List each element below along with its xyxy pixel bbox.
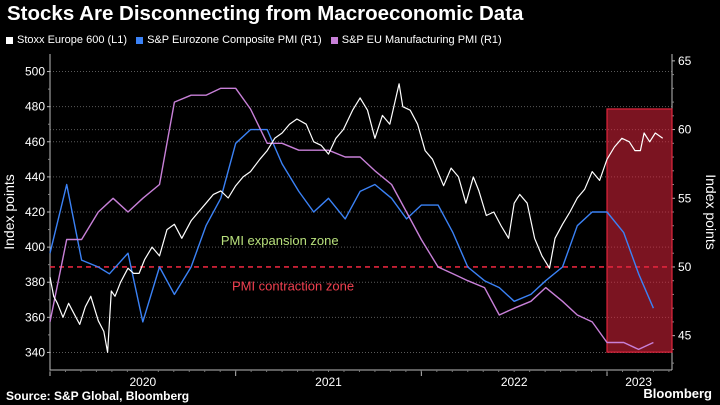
x-tick-label: 2021 — [315, 375, 342, 389]
legend-item-manufacturing-pmi: S&P EU Manufacturing PMI (R1) — [330, 34, 502, 46]
x-tick-label: 2020 — [129, 375, 156, 389]
legend: Stoxx Europe 600 (L1) S&P Eurozone Compo… — [6, 34, 502, 46]
legend-label-stoxx: Stoxx Europe 600 (L1) — [17, 34, 128, 46]
manufacturing-pmi-line — [49, 87, 654, 351]
legend-item-composite-pmi: S&P Eurozone Composite PMI (R1) — [136, 34, 322, 46]
right-tick-label: 50 — [678, 260, 692, 274]
legend-swatch-manufacturing-pmi — [330, 36, 338, 44]
right-tick-label: 60 — [678, 123, 692, 137]
composite-pmi-line — [49, 128, 655, 323]
right-tick-label: 55 — [678, 191, 692, 205]
legend-label-manufacturing-pmi: S&P EU Manufacturing PMI (R1) — [341, 34, 502, 46]
bloomberg-logo: Bloomberg — [643, 386, 712, 401]
legend-label-composite-pmi: S&P Eurozone Composite PMI (R1) — [147, 34, 322, 46]
legend-swatch-stoxx — [6, 36, 13, 44]
left-tick-label: 420 — [25, 205, 45, 219]
left-tick-label: 380 — [25, 275, 45, 289]
stoxx-line — [49, 83, 664, 353]
left-tick-label: 360 — [25, 310, 45, 324]
left-tick-label: 480 — [25, 100, 45, 114]
source-note: Source: S&P Global, Bloomberg — [6, 389, 190, 403]
legend-swatch-composite-pmi — [136, 36, 144, 44]
right-axis-title: Index points — [703, 174, 719, 250]
right-tick-label: 65 — [678, 54, 692, 68]
left-tick-label: 440 — [25, 170, 45, 184]
annotation-expansion: PMI expansion zone — [221, 233, 339, 248]
annotation-contraction: PMI contraction zone — [232, 278, 354, 293]
x-tick-label: 2023 — [625, 375, 652, 389]
legend-item-stoxx: Stoxx Europe 600 (L1) — [6, 34, 127, 46]
left-tick-label: 460 — [25, 135, 45, 149]
right-tick-label: 45 — [678, 329, 692, 343]
x-tick-label: 2022 — [501, 375, 528, 389]
chart-title: Stocks Are Disconnecting from Macroecono… — [7, 2, 524, 25]
left-axis-title: Index points — [1, 174, 17, 250]
left-tick-label: 500 — [25, 65, 45, 79]
highlight-box — [606, 108, 673, 353]
left-tick-label: 340 — [25, 345, 45, 359]
left-tick-label: 400 — [25, 240, 45, 254]
